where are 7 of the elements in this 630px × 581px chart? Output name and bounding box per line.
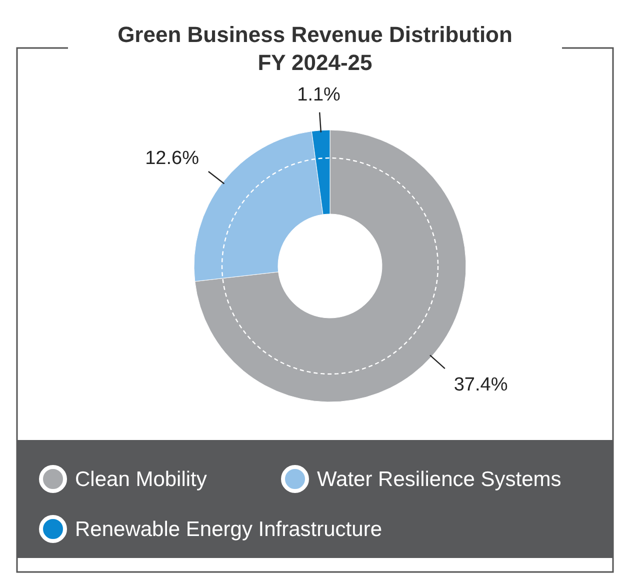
- legend-label: Renewable Energy Infrastructure: [75, 518, 382, 541]
- chart-title: Green Business Revenue Distribution FY 2024-25: [118, 22, 512, 75]
- legend-label: Water Resilience Systems: [317, 468, 562, 491]
- legend-label: Clean Mobility: [75, 468, 208, 491]
- data-label: 1.1%: [297, 84, 341, 106]
- data-label: 37.4%: [454, 374, 508, 396]
- data-label: 12.6%: [145, 148, 200, 170]
